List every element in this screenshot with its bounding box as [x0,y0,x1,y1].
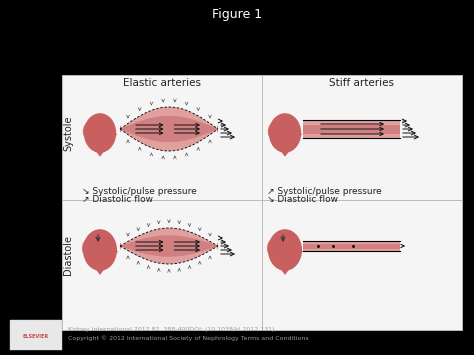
Circle shape [282,120,296,135]
Text: ↘ Diastolic flow: ↘ Diastolic flow [267,195,338,203]
Text: Systole: Systole [63,115,73,151]
Text: Elastic arteries: Elastic arteries [123,78,201,88]
Circle shape [96,237,111,252]
Text: Kidney International 2012 82, 388-400DOI: (10.1038/ki.2012.131): Kidney International 2012 82, 388-400DOI… [68,327,274,332]
Circle shape [268,120,290,142]
Bar [303,244,400,248]
Polygon shape [120,107,218,151]
Polygon shape [83,134,117,157]
Circle shape [84,239,104,258]
Polygon shape [120,228,218,264]
Circle shape [85,122,104,141]
Text: ↘ Systolic/pulse pressure: ↘ Systolic/pulse pressure [82,186,197,196]
Bar [62,75,462,330]
Polygon shape [82,251,118,275]
Bar [303,241,400,251]
Text: ↗ Diastolic flow: ↗ Diastolic flow [82,195,153,203]
Polygon shape [267,251,303,275]
Text: Figure 1: Figure 1 [212,8,262,21]
Polygon shape [120,235,218,257]
Circle shape [82,236,105,260]
Text: Copyright © 2012 International Society of Nephrology Terms and Conditions: Copyright © 2012 International Society o… [68,335,309,341]
Polygon shape [120,116,218,142]
Polygon shape [268,134,302,157]
Ellipse shape [84,113,116,153]
Circle shape [267,236,290,260]
Circle shape [83,120,105,142]
Bar [303,125,400,133]
Bar [10,320,62,350]
Circle shape [270,122,289,141]
Text: Stiff arteries: Stiff arteries [329,78,394,88]
Text: ↗ Systolic/pulse pressure: ↗ Systolic/pulse pressure [267,186,382,196]
Text: ELSEVIER: ELSEVIER [23,334,49,339]
Circle shape [281,237,296,252]
Bar [303,120,400,138]
Circle shape [269,239,289,258]
Text: Diastole: Diastole [63,235,73,275]
Ellipse shape [268,229,302,271]
Ellipse shape [83,229,117,271]
Circle shape [97,120,110,135]
Ellipse shape [269,113,301,153]
